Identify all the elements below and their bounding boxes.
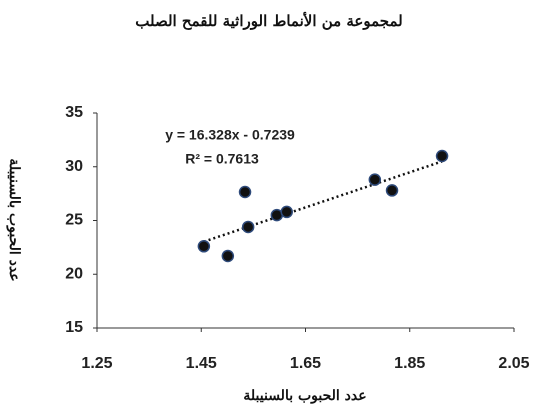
point [385, 184, 399, 197]
x-axis-label: عدد الحبوب بالسنيبلة [243, 388, 366, 404]
point [435, 149, 449, 163]
chart-title: لمجموعة من الأنماط الوراثية للقمح الصلب [135, 11, 402, 30]
y-tick-label: 30 [65, 158, 83, 175]
point [221, 249, 235, 263]
x-tick-label: 1.45 [186, 355, 217, 372]
y-tick-label: 25 [65, 212, 83, 229]
x-tick-label: 1.65 [290, 355, 321, 372]
x-tick-label: 1.85 [394, 355, 425, 372]
point [280, 205, 293, 219]
y-tick-label: 20 [65, 265, 83, 282]
x-tick-label: 2.05 [498, 355, 529, 372]
y-tick-label: 35 [65, 104, 83, 121]
point [238, 185, 252, 199]
x-tick-label: 1.25 [81, 355, 112, 372]
trend-equation: y = 16.328x - 0.7239 [165, 127, 295, 143]
point [241, 220, 255, 234]
trendline [203, 160, 443, 243]
y-axis-label: عدد الحبوب بالسنيبلة [6, 158, 22, 281]
point [368, 173, 382, 186]
y-tick-label: 15 [65, 319, 83, 336]
r-squared: R² = 0.7613 [185, 151, 259, 167]
point [197, 240, 211, 253]
